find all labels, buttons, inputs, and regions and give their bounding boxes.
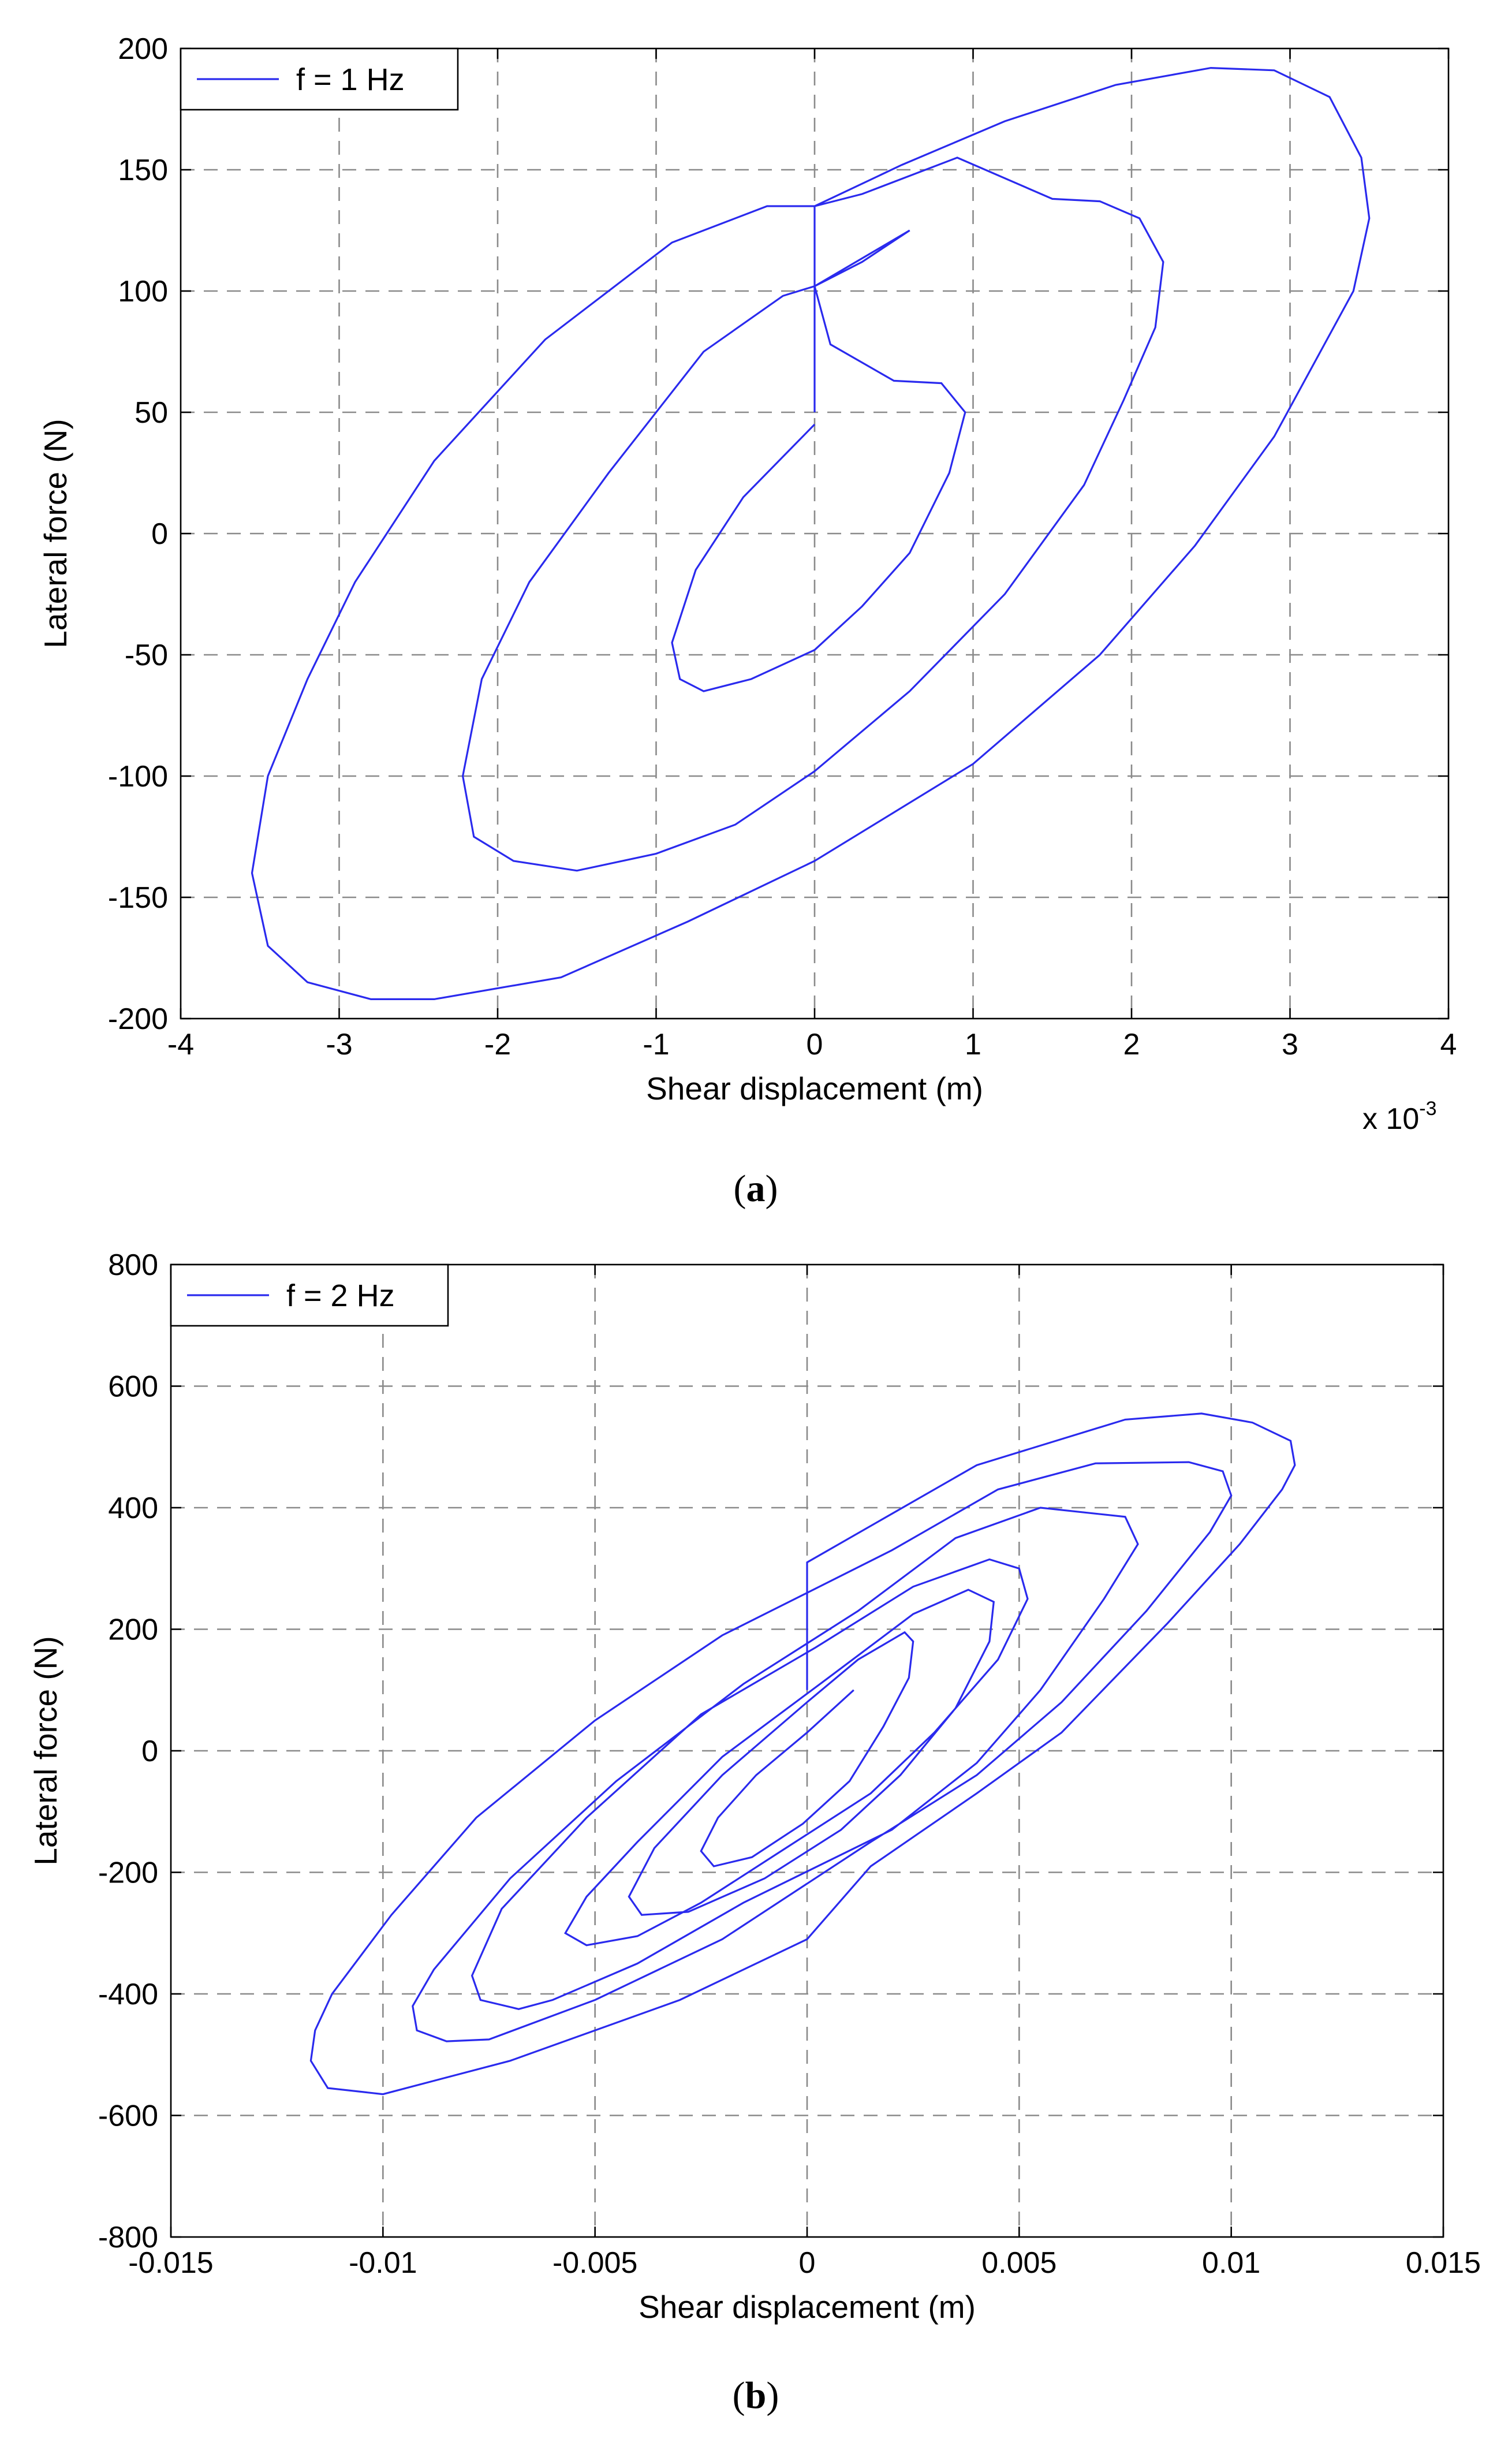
legend-label: f = 1 Hz xyxy=(296,62,405,97)
panel-letter: a xyxy=(746,1168,766,1210)
x-tick-label: 0 xyxy=(807,1028,823,1061)
y-tick-label: -150 xyxy=(108,881,168,915)
chart-b: -0.015 -0.01 -0.005 0 0.005 0.01 0.015 -800 -600… xyxy=(28,1248,1481,2417)
x-tick-label: -1 xyxy=(643,1028,669,1061)
x-exponent-label: x 10-3 xyxy=(1362,1098,1437,1136)
x-tick-label: -0.005 xyxy=(552,2246,637,2280)
y-tick-label: -50 xyxy=(125,639,168,672)
panel-letter: b xyxy=(745,2374,767,2417)
series-line xyxy=(309,1412,1296,2096)
x-tick-label: 3 xyxy=(1282,1028,1298,1061)
y-tick-label: 200 xyxy=(108,1613,158,1647)
y-tick-label: -200 xyxy=(108,1002,168,1036)
y-tick-label: 50 xyxy=(135,396,168,430)
y-tick-label: 200 xyxy=(118,32,168,66)
x-tick-label: -0.01 xyxy=(349,2246,417,2280)
x-tick-label: -3 xyxy=(326,1028,352,1061)
y-tick-label: -600 xyxy=(98,2100,158,2133)
y-tick-label: 100 xyxy=(118,275,168,308)
y-tick-label: -200 xyxy=(98,1856,158,1890)
panel-caption: (b) xyxy=(733,2374,779,2417)
y-tick-label: -100 xyxy=(108,760,168,793)
x-tick-label: -4 xyxy=(167,1028,194,1061)
x-exponent-power: -3 xyxy=(1419,1098,1436,1120)
y-tick-label: -400 xyxy=(98,1978,158,2011)
x-tick-label: 4 xyxy=(1440,1028,1457,1061)
y-tick-label: 800 xyxy=(108,1248,158,1282)
y-tick-label: 0 xyxy=(141,1735,158,1768)
y-tick-label: 600 xyxy=(108,1370,158,1404)
x-axis-label: Shear displacement (m) xyxy=(639,2289,976,2325)
x-tick-label: 1 xyxy=(965,1028,981,1061)
x-axis-label: Shear displacement (m) xyxy=(646,1071,983,1106)
y-tick-label: 0 xyxy=(151,517,168,551)
y-tick-label: 400 xyxy=(108,1492,158,1525)
x-tick-label: -0.015 xyxy=(128,2246,213,2280)
series-line xyxy=(251,66,1371,1000)
legend-label: f = 2 Hz xyxy=(286,1278,395,1313)
y-tick-label: -800 xyxy=(98,2221,158,2254)
x-tick-label: 2 xyxy=(1123,1028,1140,1061)
y-axis-label: Lateral force (N) xyxy=(28,1636,64,1865)
y-axis-label: Lateral force (N) xyxy=(38,419,73,648)
x-tick-label: -2 xyxy=(484,1028,511,1061)
x-tick-label: 0.015 xyxy=(1406,2246,1481,2280)
panel-caption: (a) xyxy=(734,1168,778,1210)
chart-a: -4 -3 -2 -1 0 1 2 3 4 -200 -150 -100 -50 0 50 100 150 200… xyxy=(38,32,1457,1210)
y-tick-label: 150 xyxy=(118,154,168,187)
x-tick-label: 0.01 xyxy=(1202,2246,1260,2280)
x-tick-label: 0 xyxy=(799,2246,816,2280)
x-tick-label: 0.005 xyxy=(981,2246,1056,2280)
